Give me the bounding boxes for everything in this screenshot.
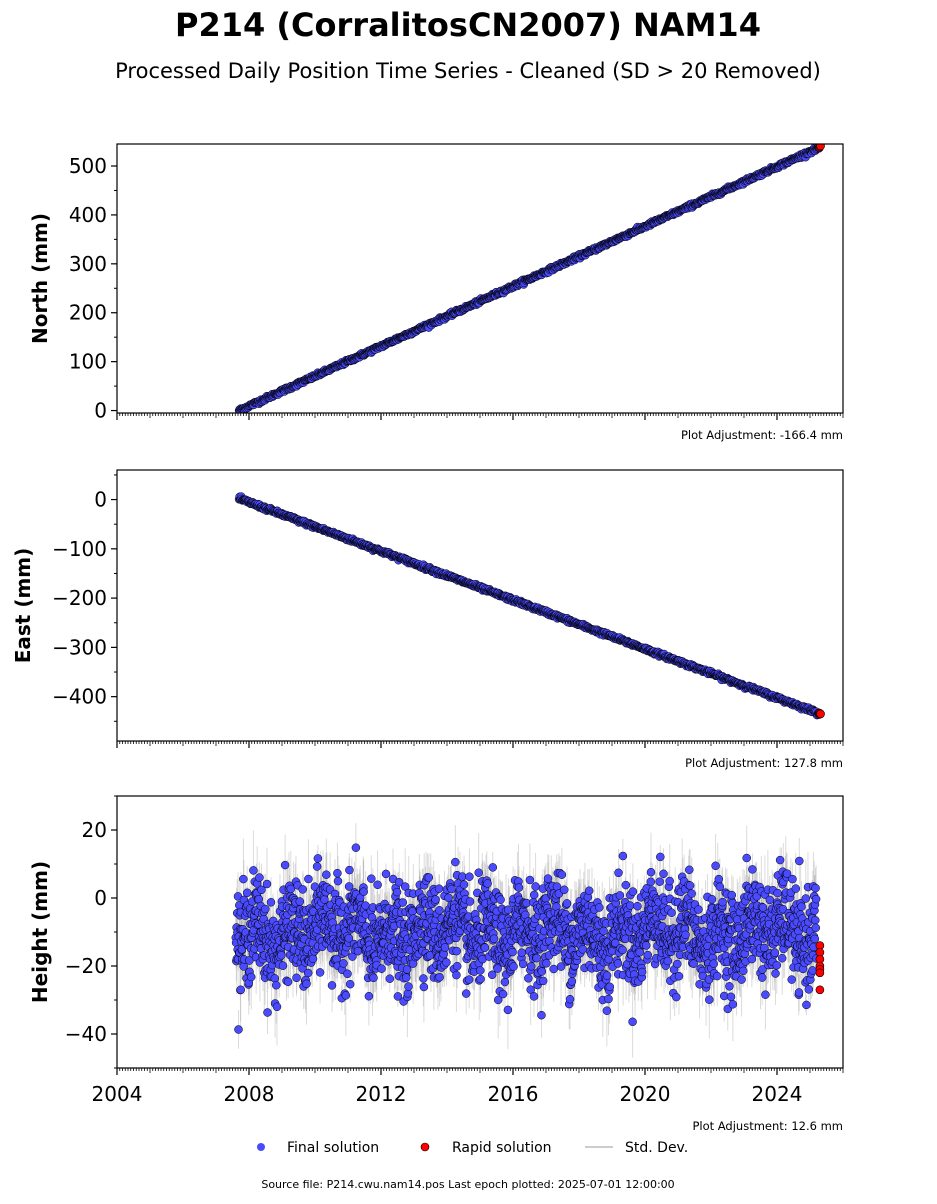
y-tick-label: −200 (52, 586, 107, 610)
plot-frame (117, 470, 843, 741)
y-tick-label: 0 (94, 488, 107, 512)
y-axis-label: North (mm) (28, 213, 52, 344)
north-panel: 0 100 200 300 400 500 North (mm) Plot Adjustmen… (28, 142, 843, 442)
final-solution-point (255, 874, 263, 882)
y-tick-label: −400 (52, 685, 107, 709)
y-tick-label: 0 (94, 399, 107, 423)
final-solution-point (237, 986, 245, 994)
final-solution-point (264, 1009, 272, 1017)
final-solution-point (239, 875, 247, 883)
y-tick-label: 200 (69, 301, 107, 325)
final-solution-points (235, 142, 824, 415)
final-solution-points (235, 493, 824, 719)
chart-title: P214 (CorralitosCN2007) NAM14 (175, 6, 761, 44)
rapid-solution-point (817, 710, 825, 718)
east-panel: 0 −100 −200 −300 −400 East (mm) Plot Adjustmen… (11, 470, 843, 770)
final-solution-point (243, 889, 251, 897)
y-tick-label: 100 (69, 350, 107, 374)
final-solution-point (249, 866, 257, 874)
plot-adjustment-label: Plot Adjustment: -166.4 mm (681, 428, 843, 442)
y-tick-label: 400 (69, 203, 107, 227)
y-tick-label: 300 (69, 252, 107, 276)
chart-subtitle: Processed Daily Position Time Series - C… (115, 59, 821, 83)
final-solution-point (263, 880, 271, 888)
y-tick-label: −300 (52, 635, 107, 659)
final-solution-point (235, 1026, 243, 1034)
rapid-solution-point (817, 142, 825, 150)
y-axis-label: East (mm) (11, 548, 35, 664)
final-solution-point (247, 973, 255, 981)
y-tick-label: 500 (69, 154, 107, 178)
final-solution-point (261, 905, 269, 913)
y-tick-label: −100 (52, 537, 107, 561)
plot-adjustment-label: Plot Adjustment: 127.8 mm (685, 756, 843, 770)
